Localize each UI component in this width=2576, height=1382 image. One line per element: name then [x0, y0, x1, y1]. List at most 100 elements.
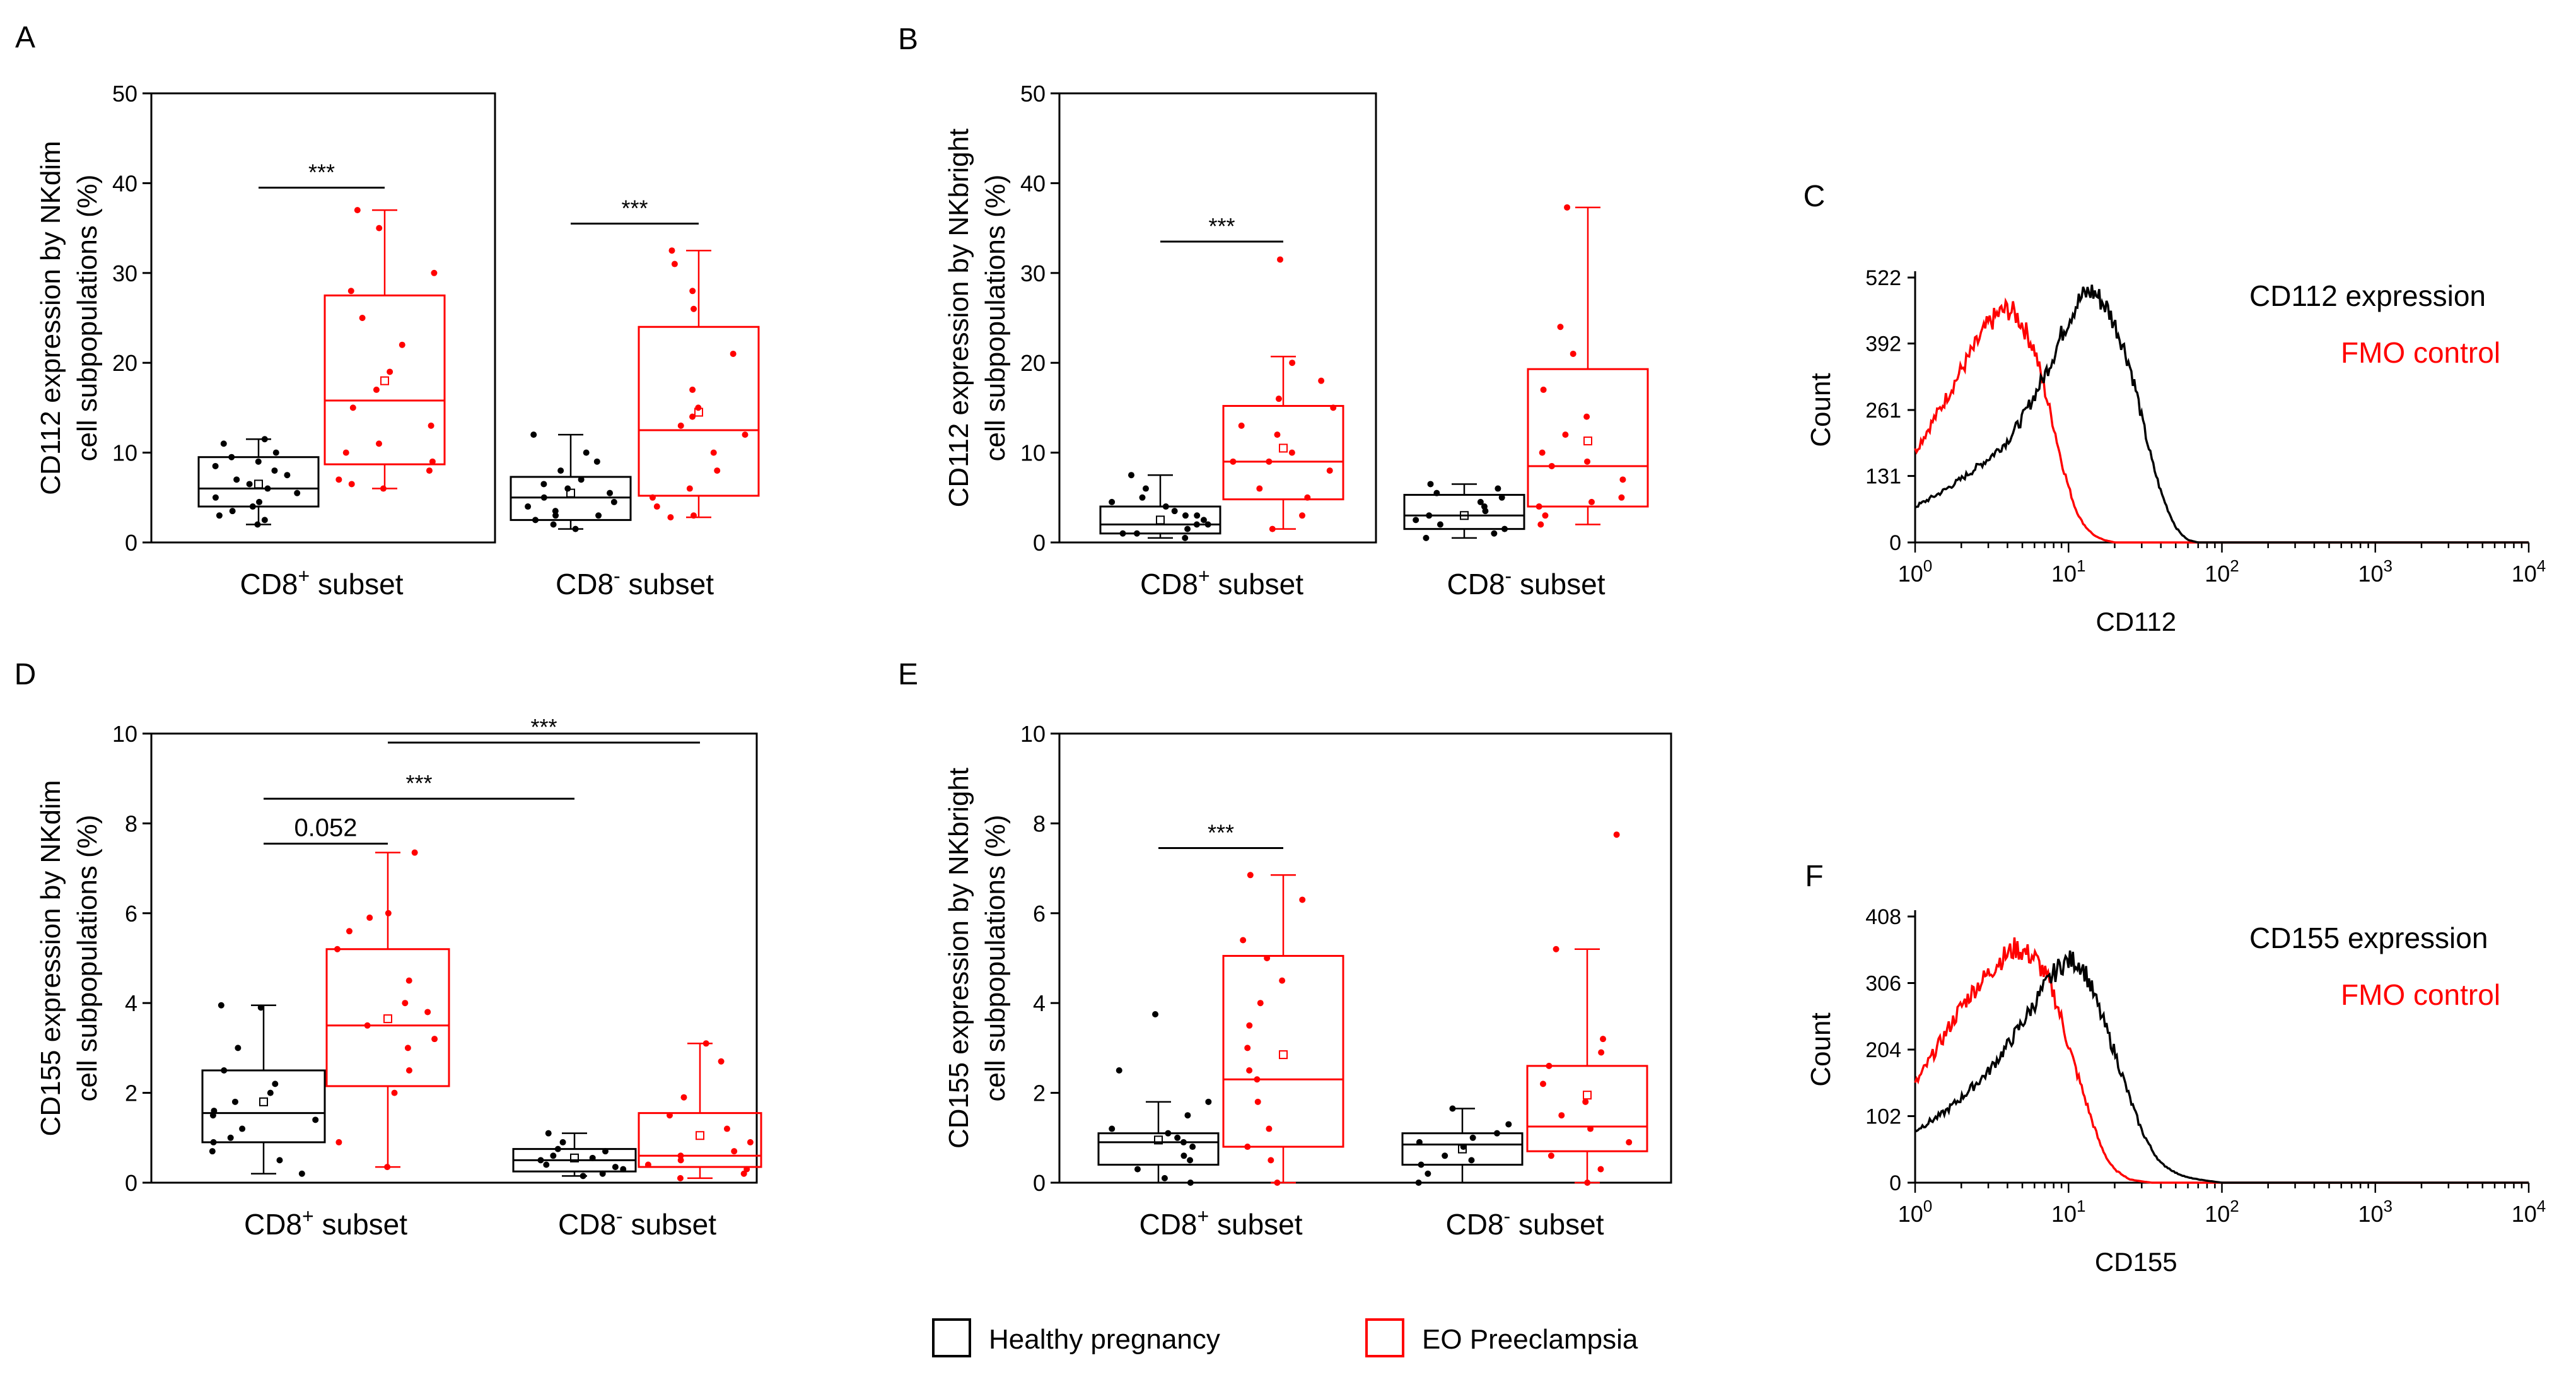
- x-category-sup: +: [298, 565, 310, 587]
- data-point: [1618, 494, 1625, 501]
- data-point: [593, 458, 600, 465]
- data-point: [1264, 955, 1271, 961]
- data-point: [1469, 1134, 1476, 1141]
- data-point: [312, 1116, 319, 1123]
- data-point: [731, 1148, 738, 1155]
- data-point: [710, 449, 717, 456]
- data-point: [589, 1154, 596, 1161]
- data-point: [1240, 937, 1247, 944]
- x-tick-label: 103: [2358, 556, 2392, 587]
- data-point: [267, 1089, 274, 1096]
- y-axis-label-line2: cell subpopulations (%): [980, 815, 1011, 1102]
- data-point: [1180, 1152, 1187, 1159]
- data-point: [335, 476, 342, 483]
- data-point: [1584, 458, 1591, 465]
- legend-swatch-healthy: [932, 1318, 971, 1357]
- data-point: [264, 485, 271, 492]
- y-tick-label: 522: [1865, 266, 1901, 290]
- data-point: [1119, 530, 1126, 537]
- data-point: [564, 485, 571, 492]
- data-point: [743, 1166, 750, 1173]
- data-point: [347, 288, 354, 295]
- data-point: [1537, 521, 1544, 528]
- data-point: [1274, 431, 1281, 438]
- y-tick-label: 40: [112, 170, 137, 196]
- data-point: [1600, 1036, 1607, 1043]
- data-point: [1539, 1080, 1546, 1087]
- box-iqr: [1527, 368, 1649, 508]
- significance-annotation: ***: [259, 160, 385, 189]
- y-tick-label: 0: [125, 530, 137, 556]
- data-point: [228, 454, 235, 460]
- x-category-sup: -: [1504, 1205, 1511, 1227]
- data-point: [1598, 1049, 1605, 1056]
- data-point: [1425, 1170, 1431, 1177]
- data-point: [376, 225, 383, 231]
- data-point: [1330, 404, 1337, 411]
- data-point: [431, 1036, 438, 1043]
- data-point: [239, 1125, 246, 1132]
- y-tick-label: 6: [1033, 901, 1046, 927]
- data-point: [1171, 508, 1178, 515]
- data-point: [552, 508, 559, 515]
- data-point: [1275, 395, 1282, 402]
- data-point: [220, 440, 227, 447]
- x-category-main: CD8: [556, 568, 614, 600]
- data-point: [1498, 494, 1505, 501]
- data-point: [1279, 977, 1286, 984]
- data-point: [550, 1152, 557, 1159]
- y-tick-label: 204: [1865, 1038, 1901, 1062]
- data-point: [578, 476, 585, 483]
- x-tick-base: 10: [2358, 1201, 2383, 1227]
- data-point: [1246, 1067, 1253, 1074]
- y-axis-label-line1: CD155 expression by NKbright: [943, 768, 974, 1149]
- data-point: [702, 1040, 709, 1047]
- x-tick-exp: 0: [1923, 1197, 1932, 1215]
- y-tick-label: 8: [125, 811, 137, 836]
- x-tick-exp: 1: [2077, 1197, 2085, 1215]
- box-mean: [1279, 443, 1288, 453]
- data-point: [1558, 1112, 1565, 1119]
- data-point: [249, 503, 256, 510]
- data-point: [1277, 256, 1284, 263]
- data-point: [1588, 498, 1595, 505]
- y-tick-label: 2: [125, 1080, 137, 1106]
- x-tick-base: 10: [1898, 561, 1923, 587]
- data-point: [1542, 512, 1549, 519]
- box-iqr: [197, 456, 320, 508]
- y-axis-label-line2: cell subpopulations (%): [72, 175, 103, 462]
- data-point: [540, 481, 547, 488]
- data-point: [1477, 498, 1484, 505]
- box-eo-3: [1526, 831, 1648, 1186]
- data-point: [271, 467, 278, 474]
- data-point: [349, 404, 356, 411]
- box-eo-3: [1527, 204, 1649, 528]
- data-point: [411, 849, 418, 856]
- y-tick-label: 40: [1020, 170, 1046, 196]
- data-point: [1442, 1152, 1448, 1159]
- x-tick-label: 103: [2358, 1197, 2392, 1227]
- plot-frame: [150, 732, 758, 1184]
- box-healthy-2: [510, 431, 632, 532]
- y-tick-label: 4: [125, 990, 137, 1016]
- data-point: [689, 386, 696, 393]
- significance-label: ***: [308, 160, 335, 185]
- box-iqr: [323, 294, 446, 466]
- data-point: [1184, 525, 1191, 532]
- y-tick-label: 30: [1020, 261, 1046, 286]
- data-point: [1416, 1139, 1423, 1145]
- panel-label-F: F: [1805, 860, 1823, 893]
- x-tick-label: 101: [2051, 1197, 2086, 1227]
- box-mean: [1583, 436, 1592, 446]
- data-point: [210, 1139, 217, 1145]
- y-axis-label-line1: CD155 expression by NKdim: [35, 780, 66, 1137]
- data-point: [346, 928, 353, 935]
- data-point: [1256, 485, 1263, 492]
- data-point: [612, 1164, 619, 1171]
- data-point: [354, 207, 361, 214]
- data-point: [1238, 422, 1245, 429]
- box-mean: [570, 1153, 579, 1162]
- panel-label-E: E: [898, 658, 918, 691]
- data-point: [1539, 449, 1546, 456]
